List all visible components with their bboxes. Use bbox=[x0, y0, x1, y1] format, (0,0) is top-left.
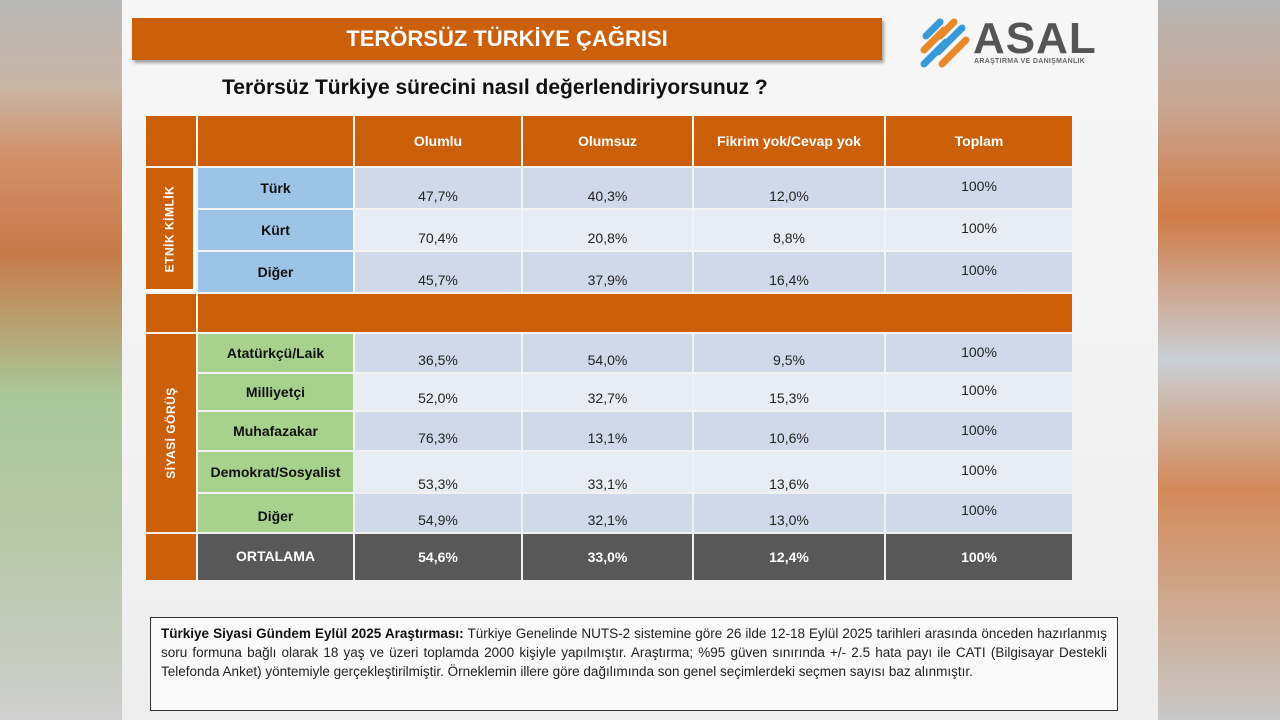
row-label: Kürt bbox=[198, 210, 353, 250]
row-label: Diğer bbox=[198, 252, 353, 292]
row-label: Muhafazakar bbox=[198, 412, 353, 450]
background-blur-left bbox=[0, 0, 122, 720]
row-label: Demokrat/Sosyalist bbox=[198, 452, 353, 492]
average-value: 54,6% bbox=[355, 534, 521, 580]
survey-question: Terörsüz Türkiye sürecini nasıl değerlen… bbox=[222, 76, 768, 99]
total-cell: 100% bbox=[886, 374, 1072, 410]
title-banner: TERÖRSÜZ TÜRKİYE ÇAĞRISI bbox=[132, 18, 882, 60]
value-cell: 33,1% bbox=[523, 452, 692, 492]
average-label: ORTALAMA bbox=[198, 534, 353, 580]
separator-row bbox=[198, 294, 1072, 332]
total-cell: 100% bbox=[886, 412, 1072, 450]
total-cell: 100% bbox=[886, 210, 1072, 250]
value-cell: 36,5% bbox=[355, 334, 521, 372]
value-cell: 54,0% bbox=[523, 334, 692, 372]
group-label-ethnic: ETNİK KİMLİK bbox=[146, 168, 196, 292]
value-cell: 54,9% bbox=[355, 494, 521, 532]
total-cell: 100% bbox=[886, 334, 1072, 372]
value-cell: 37,9% bbox=[523, 252, 692, 292]
note-title: Türkiye Siyasi Gündem Eylül 2025 Araştır… bbox=[161, 626, 464, 641]
row-label: Diğer bbox=[198, 494, 353, 532]
value-cell: 13,6% bbox=[694, 452, 884, 492]
header-corner bbox=[146, 116, 196, 166]
asal-logo-icon bbox=[920, 18, 970, 68]
value-cell: 20,8% bbox=[523, 210, 692, 250]
value-cell: 40,3% bbox=[523, 168, 692, 208]
results-table: Olumlu Olumsuz Fikrim yok/Cevap yok Topl… bbox=[146, 116, 1072, 580]
value-cell: 52,0% bbox=[355, 374, 521, 410]
value-cell: 45,7% bbox=[355, 252, 521, 292]
value-cell: 12,0% bbox=[694, 168, 884, 208]
logo-name: ASAL bbox=[973, 14, 1097, 63]
value-cell: 13,1% bbox=[523, 412, 692, 450]
column-header: Toplam bbox=[886, 116, 1072, 166]
group-label-political: SİYASİ GÖRÜŞ bbox=[146, 334, 196, 532]
row-label: Atatürkçü/Laik bbox=[198, 334, 353, 372]
value-cell: 9,5% bbox=[694, 334, 884, 372]
logo-subtitle: ARAŞTIRMA VE DANIŞMANLIK bbox=[974, 58, 1086, 65]
value-cell: 32,1% bbox=[523, 494, 692, 532]
methodology-note: Türkiye Siyasi Gündem Eylül 2025 Araştır… bbox=[150, 617, 1118, 711]
row-label: Türk bbox=[198, 168, 353, 208]
average-value: 12,4% bbox=[694, 534, 884, 580]
slide: TERÖRSÜZ TÜRKİYE ÇAĞRISI ASAL ARAŞTIRMA … bbox=[122, 0, 1158, 720]
value-cell: 32,7% bbox=[523, 374, 692, 410]
total-cell: 100% bbox=[886, 168, 1072, 208]
total-cell: 100% bbox=[886, 252, 1072, 292]
average-value: 100% bbox=[886, 534, 1072, 580]
value-cell: 10,6% bbox=[694, 412, 884, 450]
note-text: Türkiye Genelinde NUTS-2 sistemine göre … bbox=[161, 626, 1107, 679]
background-blur-right bbox=[1158, 0, 1280, 720]
value-cell: 76,3% bbox=[355, 412, 521, 450]
separator-side bbox=[146, 294, 196, 332]
header-blank bbox=[198, 116, 353, 166]
column-header: Olumlu bbox=[355, 116, 521, 166]
value-cell: 8,8% bbox=[694, 210, 884, 250]
row-label: Milliyetçi bbox=[198, 374, 353, 410]
value-cell: 16,4% bbox=[694, 252, 884, 292]
value-cell: 53,3% bbox=[355, 452, 521, 492]
column-header: Olumsuz bbox=[523, 116, 692, 166]
value-cell: 70,4% bbox=[355, 210, 521, 250]
column-header: Fikrim yok/Cevap yok bbox=[694, 116, 884, 166]
value-cell: 13,0% bbox=[694, 494, 884, 532]
total-cell: 100% bbox=[886, 452, 1072, 492]
value-cell: 47,7% bbox=[355, 168, 521, 208]
average-side bbox=[146, 534, 196, 580]
average-value: 33,0% bbox=[523, 534, 692, 580]
asal-logo: ASAL ARAŞTIRMA VE DANIŞMANLIK bbox=[918, 14, 1108, 70]
value-cell: 15,3% bbox=[694, 374, 884, 410]
total-cell: 100% bbox=[886, 494, 1072, 532]
